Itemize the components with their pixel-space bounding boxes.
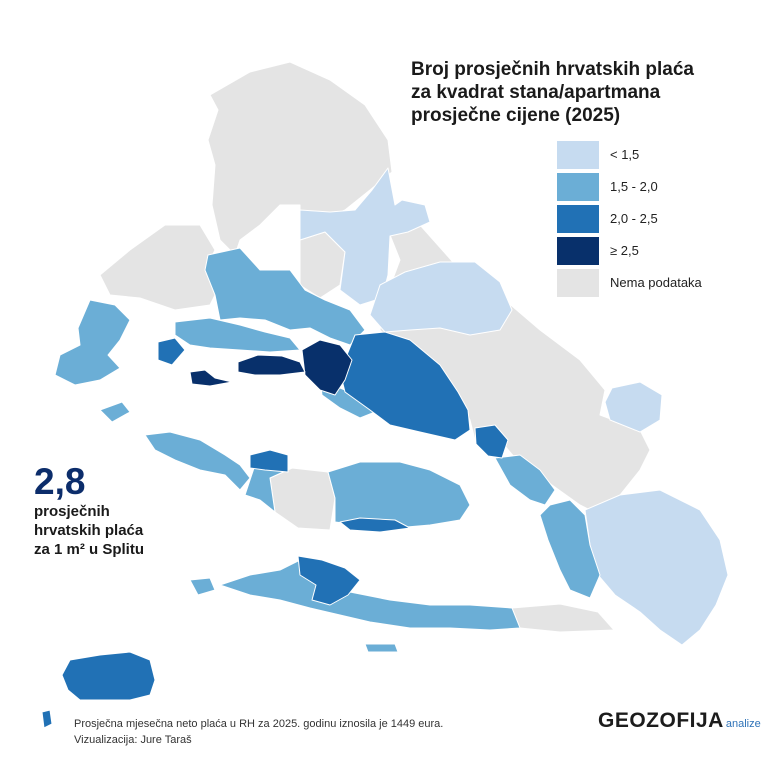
- brand-logo: GEOZOFIJA analize: [598, 709, 761, 733]
- region-mid-coast-1: [494, 454, 556, 506]
- region-high-hvar-center: [297, 555, 361, 606]
- brand-subtitle: analize: [725, 718, 761, 730]
- region-high-trogir-tip: [157, 337, 186, 366]
- region-no-data-peljesac-tip: [511, 603, 615, 633]
- region-lt-1-5-south-east: [584, 489, 729, 646]
- legend-label: Nema podataka: [610, 275, 702, 290]
- legend-label: 2,0 - 2,5: [610, 211, 658, 226]
- region-high-omis: [339, 331, 471, 441]
- region-mid-brac-east: [327, 461, 471, 529]
- title-line-2: za kvadrat stana/apartmana: [411, 82, 661, 103]
- legend-label: < 1,5: [610, 147, 640, 162]
- region-lt-1-5-east: [604, 381, 663, 433]
- region-no-data-brac-center: [269, 467, 336, 531]
- region-no-data-west-coast: [99, 224, 216, 311]
- legend-label: ≥ 2,5: [610, 243, 639, 258]
- region-top-split-west: [237, 354, 306, 376]
- region-mid-vis-islet: [364, 643, 399, 653]
- region-mid-ciovo: [54, 299, 131, 386]
- region-mid-small-island: [189, 577, 216, 596]
- region-mid-kastela: [204, 247, 366, 346]
- region-high-brac-south: [339, 517, 411, 533]
- footnote-line-1: Prosječna mjesečna neto plaća u RH za 20…: [74, 718, 444, 730]
- footnote-line-2: Vizualizacija: Jure Taraš: [74, 734, 192, 746]
- region-high-lastovo: [41, 709, 53, 729]
- brand-name: GEOZOFIJA: [598, 709, 724, 732]
- legend-label: 1,5 - 2,0: [610, 179, 658, 194]
- legend-swatch: [557, 141, 599, 169]
- region-mid-solta-islet: [99, 401, 131, 423]
- region-high-brac-north: [249, 449, 289, 473]
- callout-line-3: za 1 m² u Splitu: [34, 541, 145, 558]
- region-mid-brac-west: [144, 431, 251, 491]
- map-title: Broj prosječnih hrvatskih plaća za kvadr…: [411, 58, 741, 127]
- title-line-3: prosječne cijene (2025): [411, 105, 621, 126]
- region-top-trogir: [189, 369, 233, 387]
- callout-line-1: prosječnih: [34, 503, 110, 520]
- split-callout: 2,8 prosječnih hrvatskih plaća za 1 m² u…: [34, 462, 144, 559]
- region-mid-trogir: [174, 317, 301, 353]
- footnote: Prosječna mjesečna neto plaća u RH za 20…: [74, 716, 443, 748]
- region-high-korcula: [61, 651, 156, 701]
- legend-swatch: [557, 205, 599, 233]
- region-high-small-coast: [474, 424, 509, 459]
- region-lt-1-5-north: [299, 167, 431, 306]
- region-lt-1-5-center: [369, 261, 513, 336]
- callout-line-2: hrvatskih plaća: [34, 522, 144, 539]
- region-mid-coast-2: [539, 499, 601, 599]
- legend-swatch: [557, 237, 599, 265]
- callout-value: 2,8: [34, 461, 86, 502]
- legend-swatch: [557, 173, 599, 201]
- region-mid-hvar: [219, 559, 521, 631]
- title-line-1: Broj prosječnih hrvatskih plaća: [411, 59, 694, 80]
- legend-swatch: [557, 269, 599, 297]
- region-top-split-center: [301, 339, 353, 396]
